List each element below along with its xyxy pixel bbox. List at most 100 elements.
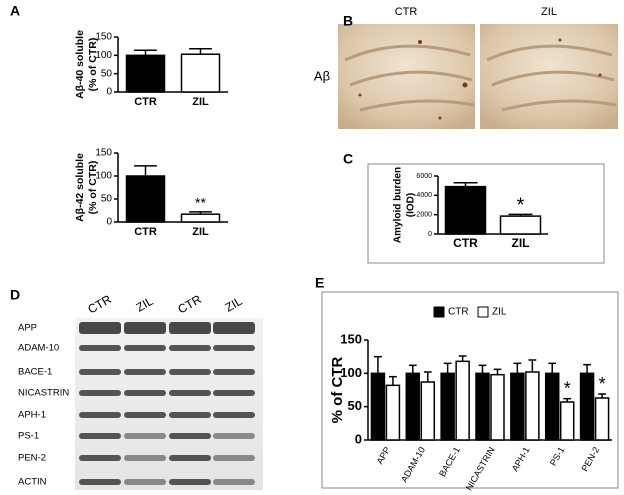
x-tick-label: APH-1 <box>510 445 532 473</box>
blot-band <box>169 412 211 418</box>
row-label: NICASTRIN <box>18 388 69 399</box>
lane-label: ZIL <box>134 294 156 315</box>
y-tick-label: 150 <box>95 148 112 159</box>
x-tick-label: NICASTRIN <box>464 445 497 492</box>
column-label: CTR <box>395 6 418 18</box>
bar <box>490 373 505 441</box>
bar <box>405 372 421 441</box>
legend-swatch <box>433 306 445 318</box>
x-tick-label: CTR <box>134 96 157 108</box>
blot-band <box>213 433 255 439</box>
bar <box>420 381 436 441</box>
lane-label: CTR <box>85 292 114 317</box>
bar <box>125 54 166 93</box>
annotation: * <box>517 195 525 217</box>
bar <box>180 53 221 93</box>
blot-band <box>79 322 121 334</box>
x-tick-label: PS-1 <box>548 445 567 467</box>
blot-band <box>79 455 121 461</box>
legend-swatch <box>477 306 489 318</box>
row-label: ACTIN <box>18 477 47 488</box>
row-label: BACE-1 <box>18 367 52 378</box>
histology-images <box>338 24 618 129</box>
x-tick-label: APP <box>375 445 393 466</box>
panel-label: B <box>343 13 353 29</box>
blot-band <box>124 369 166 375</box>
x-tick-label: BACE-1 <box>437 445 462 478</box>
y-axis-label: Amyloid burden <box>393 167 404 243</box>
blot-band <box>124 455 166 461</box>
blot-band <box>213 345 255 351</box>
bar <box>125 175 166 223</box>
blot-band <box>169 390 211 396</box>
blot-band <box>79 345 121 351</box>
legend-label: CTR <box>448 307 469 318</box>
lane-label: CTR <box>175 292 204 317</box>
bar <box>499 215 542 235</box>
y-axis-label: Aβ-40 soluble <box>74 30 86 99</box>
blot-band <box>169 433 211 439</box>
row-label: APP <box>18 323 37 334</box>
y-tick-label: 50 <box>101 68 113 79</box>
y-tick-label: 50 <box>101 194 113 205</box>
panel-c-frame <box>367 163 605 264</box>
blot-band <box>169 322 211 334</box>
y-axis-label: (% of CTR) <box>87 161 99 215</box>
blot-band <box>213 479 255 485</box>
blot-band <box>124 345 166 351</box>
bar <box>475 372 490 441</box>
x-tick-label: PEN-2 <box>579 445 601 473</box>
blot-band <box>124 322 166 334</box>
column-label: ZIL <box>541 6 557 18</box>
y-tick-label: 0 <box>355 431 362 446</box>
bar <box>559 401 575 441</box>
x-tick-label: ZIL <box>512 236 530 250</box>
panel-label: A <box>10 3 20 19</box>
row-label: Aβ <box>314 68 330 83</box>
y-tick-label: 150 <box>95 32 112 43</box>
y-tick-label: 100 <box>95 50 112 61</box>
bar <box>370 372 386 441</box>
x-tick-label: CTR <box>134 226 157 238</box>
y-tick-label: 150 <box>340 331 362 346</box>
row-label: PS-1 <box>18 431 39 442</box>
blot-band <box>213 322 255 334</box>
bar <box>180 213 221 223</box>
y-tick-label: 4000 <box>416 192 432 199</box>
y-axis-label: (% of CTR) <box>87 38 99 92</box>
y-axis-label: (IOD) <box>406 193 417 217</box>
blot-membrane <box>75 318 263 490</box>
blot-band <box>169 455 211 461</box>
bar <box>544 372 560 441</box>
bar <box>444 185 487 235</box>
bar <box>525 371 540 441</box>
blot-band <box>124 479 166 485</box>
y-tick-label: 0 <box>428 231 432 238</box>
blot-band <box>79 412 121 418</box>
annotation: * <box>564 378 571 398</box>
bar <box>440 372 455 441</box>
blot-band <box>79 433 121 439</box>
blot-band <box>169 345 211 351</box>
blot-band <box>169 479 211 485</box>
y-tick-label: 100 <box>95 171 112 182</box>
blot-band <box>213 455 255 461</box>
y-tick-label: 50 <box>348 398 362 413</box>
y-tick-label: 0 <box>106 87 112 98</box>
x-tick-label: ZIL <box>192 96 209 108</box>
blot-band <box>213 390 255 396</box>
bar <box>510 372 525 441</box>
y-tick-label: 0 <box>106 217 112 228</box>
blot-band <box>124 390 166 396</box>
y-tick-label: 100 <box>340 365 362 380</box>
panel-label: E <box>315 275 324 291</box>
blot-band <box>79 390 121 396</box>
panel-label: D <box>10 287 20 303</box>
blot-band <box>169 369 211 375</box>
bar <box>385 384 401 441</box>
blot-band <box>79 369 121 375</box>
y-axis-label: % of CTR <box>329 357 346 424</box>
y-tick-label: 2000 <box>416 212 432 219</box>
legend-label: ZIL <box>492 307 507 318</box>
